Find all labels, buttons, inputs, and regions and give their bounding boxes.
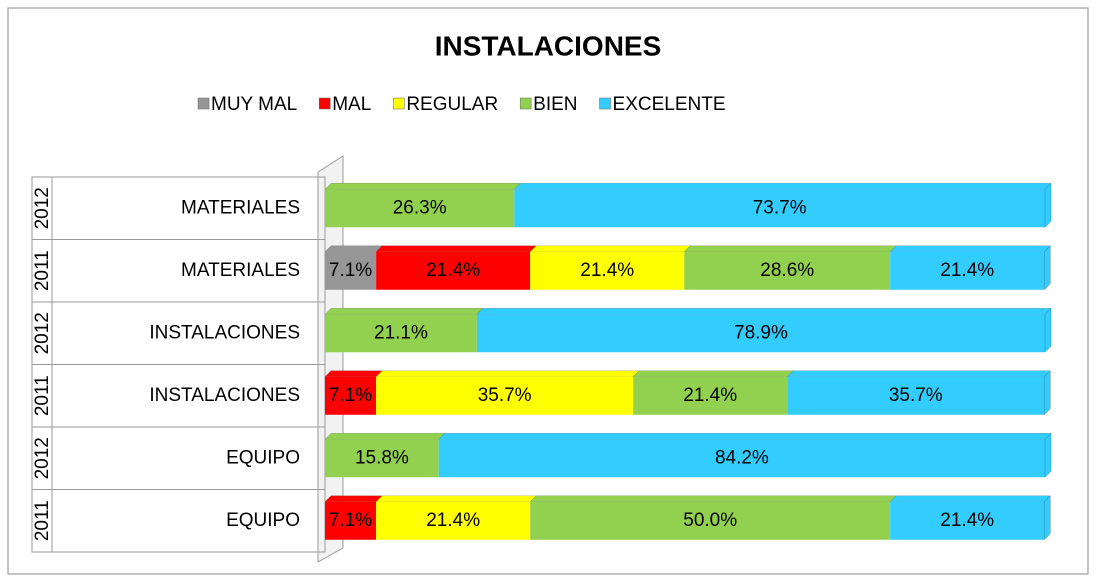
data-label: 21.4%	[426, 260, 480, 281]
bar-top	[632, 370, 794, 377]
legend-label: REGULAR	[406, 94, 498, 115]
data-label: 7.1%	[329, 385, 372, 406]
bar-top	[324, 495, 383, 502]
category-label: EQUIPO	[226, 510, 300, 531]
bar	[325, 251, 377, 290]
bar-side	[1044, 370, 1051, 416]
bar	[376, 376, 634, 415]
data-label: 35.7%	[478, 385, 532, 406]
bar	[325, 439, 439, 478]
data-label: 21.4%	[940, 260, 994, 281]
bar	[530, 501, 891, 540]
bar-top	[324, 370, 383, 377]
data-label: 50.0%	[683, 510, 737, 531]
legend-label: MAL	[332, 94, 371, 115]
year-label: 2011	[32, 250, 53, 291]
bar	[530, 251, 685, 290]
legend-swatch	[197, 97, 210, 110]
data-label: 21.1%	[374, 322, 428, 343]
bar	[476, 314, 1045, 353]
bar-top	[529, 245, 691, 252]
bar	[376, 251, 531, 290]
bar-top	[375, 245, 537, 252]
bar	[325, 189, 515, 228]
legend-label: EXCELENTE	[613, 94, 726, 115]
bar-side	[1044, 182, 1052, 228]
data-label: 26.3%	[393, 197, 447, 218]
legend-swatch	[318, 97, 331, 110]
category-label: MATERIALES	[181, 260, 300, 281]
data-label: 7.1%	[329, 510, 372, 531]
year-label: 2012	[32, 312, 53, 354]
data-label: 73.7%	[753, 197, 807, 218]
bar	[376, 501, 531, 540]
category-label: INSTALACIONES	[149, 322, 300, 343]
category-label: MATERIALES	[181, 197, 300, 218]
bar	[438, 439, 1045, 478]
category-label: EQUIPO	[226, 447, 300, 468]
data-label: 21.4%	[940, 510, 994, 531]
data-label: 78.9%	[734, 322, 788, 343]
bar-top	[324, 308, 484, 315]
legend-swatch	[393, 97, 405, 110]
bar-top	[889, 495, 1051, 502]
year-label: 2011	[32, 500, 53, 541]
data-label: 35.7%	[889, 385, 943, 406]
legend-swatch	[599, 97, 611, 110]
bar-side	[1044, 245, 1051, 291]
bar-top	[324, 183, 521, 190]
bar-side	[1044, 307, 1052, 353]
category-label: INSTALACIONES	[149, 385, 300, 406]
bar-top	[529, 495, 897, 502]
legend-swatch	[519, 97, 532, 110]
year-label: 2011	[32, 375, 53, 416]
chart-frame	[7, 7, 1089, 575]
bar-top	[786, 370, 1051, 377]
data-label: 15.8%	[355, 447, 409, 468]
bar	[684, 251, 891, 290]
legend-label: BIEN	[533, 94, 577, 115]
chart-title: INSTALACIONES	[435, 30, 662, 61]
data-label: 21.4%	[426, 510, 480, 531]
bar-top	[324, 245, 383, 252]
data-label: 21.4%	[580, 260, 634, 281]
data-label: 21.4%	[683, 385, 737, 406]
data-label: 7.1%	[329, 260, 372, 281]
year-label: 2012	[32, 187, 53, 229]
bar	[787, 376, 1045, 415]
bar-top	[375, 495, 537, 502]
bar-top	[889, 245, 1051, 252]
bar	[325, 314, 477, 353]
data-label: 28.6%	[760, 260, 814, 281]
legend-label: MUY MAL	[211, 94, 297, 115]
bar-side	[1044, 495, 1051, 541]
bar	[325, 501, 377, 540]
bar	[325, 376, 377, 415]
bar-top	[683, 245, 897, 252]
bar	[890, 251, 1045, 290]
bar	[514, 189, 1045, 228]
bar	[633, 376, 788, 415]
bar-side	[1044, 432, 1052, 478]
data-label: 84.2%	[715, 447, 769, 468]
bar-top	[438, 433, 1052, 440]
bar-top	[375, 370, 640, 377]
year-label: 2012	[32, 437, 53, 479]
bar-top	[513, 183, 1052, 190]
bar-top	[476, 308, 1052, 315]
bar	[890, 501, 1045, 540]
bar-top	[324, 433, 446, 440]
